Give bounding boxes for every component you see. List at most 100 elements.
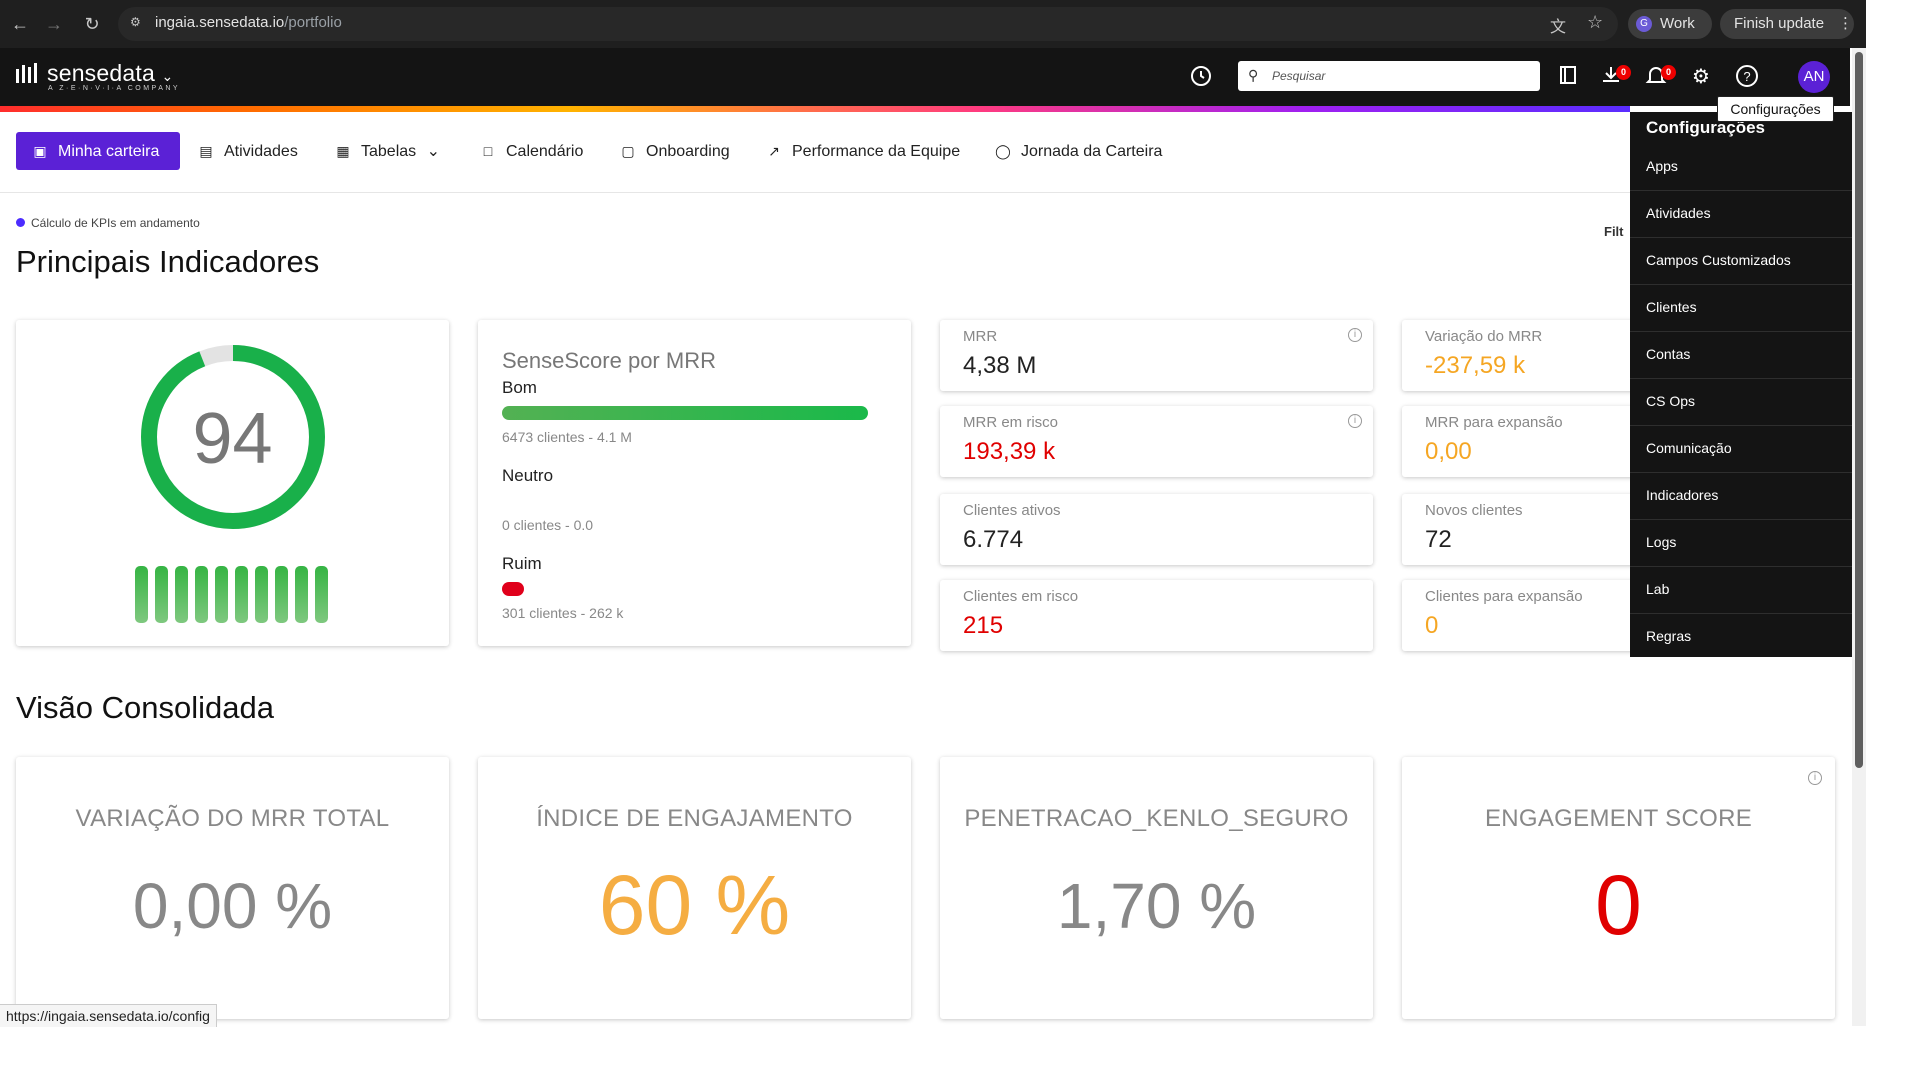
kpi-value: 6.774 [963,526,1024,553]
notification-badge: 0 [1661,65,1676,80]
scrollbar-thumb[interactable] [1855,52,1863,768]
info-icon[interactable]: i [1348,328,1362,342]
user-avatar[interactable]: AN [1798,61,1830,93]
journey-icon: ◯ [995,143,1011,159]
main-nav [0,112,1850,193]
consolidated-value: 0 [1595,858,1642,952]
kpi-label: Variação do MRR [1425,328,1543,345]
sensedata-logo-icon[interactable] [16,63,40,83]
config-item-logs[interactable]: Logs [1630,520,1852,567]
config-dropdown-title: Configurações [1646,118,1766,137]
logo-chevron-icon: ⌄ [161,68,174,84]
info-icon[interactable]: i [1348,414,1362,428]
ruim-sub: 301 clientes - 262 k [502,605,624,621]
config-item-indicadores[interactable]: Indicadores [1630,473,1852,520]
link-status-bar: https://ingaia.sensedata.io/config [0,1004,217,1027]
sensescore-mrr-card: SenseScore por MRR Bom 6473 clientes - 4… [478,320,911,646]
config-item-comunicacao[interactable]: Comunicação [1630,426,1852,473]
nav-jornada-carteira[interactable]: ◯ Jornada da Carteira [993,132,1162,170]
neutro-sub: 0 clientes - 0.0 [502,517,594,533]
kpi-card-clientes-em-risco: Clientes em risco 215 [940,580,1373,651]
nav-minha-carteira[interactable]: ▣ Minha carteira [16,132,180,170]
download-badge: 0 [1616,65,1631,80]
kpi-label: Clientes ativos [963,502,1061,519]
kpi-label: Clientes em risco [963,588,1079,605]
kpi-label: MRR [963,328,998,345]
status-dot [16,218,25,227]
book-icon[interactable] [1555,64,1581,90]
profile-chip[interactable]: G Work [1628,9,1712,39]
gear-icon[interactable]: ⚙ [1692,66,1710,88]
chevron-down-icon: ⌄ [426,143,441,160]
history-icon[interactable] [1188,64,1214,90]
config-item-cs-ops[interactable]: CS Ops [1630,379,1852,426]
consolidated-title: ÍNDICE DE ENGAJAMENTO [536,805,853,832]
config-item-atividades[interactable]: Atividades [1630,191,1852,238]
nav-tabelas[interactable]: ▦ Tabelas ⌄ [333,132,440,170]
consolidated-card: VARIAÇÃO DO MRR TOTAL 0,00 % [16,757,449,1019]
page-scrollbar[interactable] [1852,48,1866,1026]
url-text[interactable]: ingaia.sensedata.io/portfolio [155,14,342,31]
translate-icon[interactable]: 文 [1550,19,1567,36]
wallet-icon: ▣ [33,143,47,159]
forward-icon[interactable]: → [45,14,63,34]
nav-onboarding[interactable]: ▢ Onboarding [618,132,729,170]
url-host: ingaia.sensedata.io [155,14,285,31]
nav-calendario[interactable]: □ Calendário [478,132,584,170]
finish-update-label: Finish update [1734,15,1825,32]
page-title: Principais Indicadores [16,244,320,279]
info-icon[interactable]: i [1808,771,1822,785]
config-item-apps[interactable]: Apps [1630,144,1852,191]
document-icon: ▤ [199,143,213,159]
logo-text[interactable]: sensedata ⌄ [47,60,174,86]
kpi-card-clientes-ativos: Clientes ativos 6.774 [940,494,1373,565]
consolidated-title: ENGAGEMENT SCORE [1484,805,1753,832]
finish-update-button[interactable]: Finish update ⋮ [1720,9,1854,39]
config-item-regras[interactable]: Regras [1646,628,1692,644]
address-bar[interactable] [118,7,1618,41]
url-path: /portfolio [284,14,342,31]
section-title: Visão Consolidada [16,690,274,725]
calendar-icon: □ [483,143,493,159]
ruim-bar [502,582,524,596]
consolidated-title: VARIAÇÃO DO MRR TOTAL [75,805,390,832]
consolidated-value: 60 % [598,858,791,952]
logo-subtitle: A Z·E·N·V·I·A COMPANY [48,85,181,92]
nav-performance-equipe[interactable]: ↗ Performance da Equipe [764,132,960,170]
trend-icon: ↗ [768,143,780,159]
app-header [0,48,1850,106]
filter-label[interactable]: Filt [1604,224,1624,239]
kpi-label: Clientes para expansão [1425,588,1583,605]
sensescore-card: 94 [16,320,449,646]
bell-icon[interactable] [1643,64,1669,90]
kpi-value: 215 [963,612,1004,639]
config-tooltip: Configurações [1717,96,1834,122]
consolidated-card: ÍNDICE DE ENGAJAMENTO 60 % [478,757,911,1019]
download-icon[interactable] [1598,64,1624,90]
profile-label: Work [1660,15,1695,32]
config-item-clientes[interactable]: Clientes [1630,285,1852,332]
neutro-label: Neutro [502,466,554,485]
config-item-lab[interactable]: Lab [1630,567,1852,614]
search-icon: ⚲ [1248,67,1259,83]
search-input[interactable]: ⚲ Pesquisar [1238,61,1540,91]
nav-atividades[interactable]: ▤ Atividades [196,132,297,170]
score-bar [155,566,168,623]
score-bar [275,566,288,623]
config-item-contas[interactable]: Contas [1630,332,1852,379]
kpi-value: -237,59 k [1425,352,1526,379]
back-icon[interactable]: ← [11,14,29,34]
config-dropdown: Configurações Apps Atividades Campos Cus… [1630,112,1852,657]
help-icon[interactable]: ? [1734,64,1760,90]
consolidated-value: 1,70 % [1056,870,1257,942]
sensescore-mrr-title: SenseScore por MRR [502,348,716,373]
bookmark-star-icon[interactable]: ☆ [1587,12,1604,32]
kpi-value: 72 [1425,526,1452,553]
kpi-card-mrr-em-risco: MRR em risco 193,39 k i [940,406,1373,477]
kpi-label: MRR em risco [963,414,1059,431]
consolidated-title: PENETRACAO_KENLO_SEGURO [964,805,1349,832]
site-info-icon[interactable]: ⚙ [130,15,141,29]
config-item-campos-customizados[interactable]: Campos Customizados [1630,238,1852,285]
score-bar [195,566,208,623]
reload-icon[interactable]: ↻ [84,14,100,34]
